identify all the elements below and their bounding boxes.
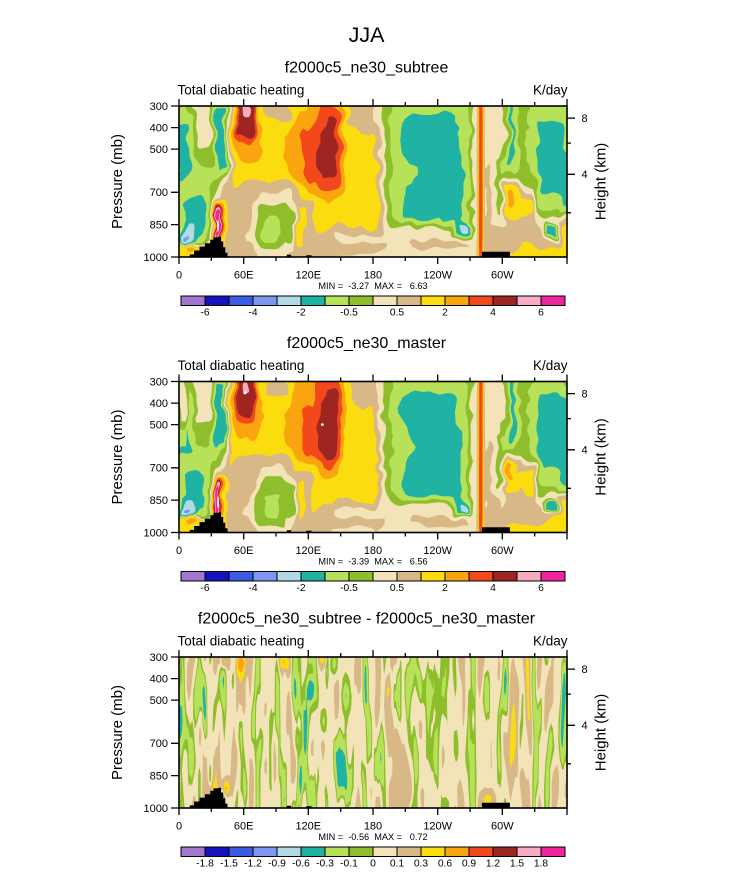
svg-text:0.5: 0.5 [390,308,405,319]
svg-text:-0.3: -0.3 [316,859,334,870]
svg-text:700: 700 [150,187,168,199]
svg-text:f2000c5_ne30_master: f2000c5_ne30_master [287,335,447,352]
svg-text:K/day: K/day [533,358,568,373]
svg-text:Height (km): Height (km) [593,418,610,496]
svg-text:-0.6: -0.6 [292,859,310,870]
svg-text:500: 500 [150,695,168,707]
svg-text:1000: 1000 [144,527,168,539]
svg-text:850: 850 [150,219,168,231]
svg-text:0.1: 0.1 [390,859,405,870]
svg-text:f2000c5_ne30_subtree: f2000c5_ne30_subtree [285,60,449,77]
svg-text:0.3: 0.3 [414,859,429,870]
svg-text:700: 700 [150,463,168,475]
svg-text:-4: -4 [248,308,257,319]
svg-text:120W: 120W [423,821,452,833]
svg-text:K/day: K/day [533,634,568,649]
svg-text:-1.2: -1.2 [244,859,262,870]
svg-text:0.6: 0.6 [438,859,453,870]
svg-text:f2000c5_ne30_subtree - f2000c5: f2000c5_ne30_subtree - f2000c5_ne30_mast… [198,611,536,628]
svg-text:-0.9: -0.9 [268,859,286,870]
svg-text:-2: -2 [296,583,305,594]
svg-text:2: 2 [442,583,448,594]
svg-text:120E: 120E [295,821,321,833]
svg-text:0: 0 [370,859,376,870]
svg-text:700: 700 [150,738,168,750]
svg-text:MIN = -3.27 MAX = 6.63: MIN = -3.27 MAX = 6.63 [318,281,427,291]
svg-text:6: 6 [538,308,544,319]
svg-text:2: 2 [442,308,448,319]
svg-text:MIN = -0.56 MAX = 0.72: MIN = -0.56 MAX = 0.72 [318,832,427,842]
svg-text:8: 8 [581,113,587,125]
svg-text:300: 300 [150,376,168,388]
svg-text:60W: 60W [491,270,514,282]
svg-text:-1.8: -1.8 [196,859,214,870]
svg-text:K/day: K/day [533,83,568,98]
svg-text:120W: 120W [423,545,452,557]
svg-text:MIN = -3.39 MAX = 6.56: MIN = -3.39 MAX = 6.56 [318,557,427,567]
svg-text:1.2: 1.2 [486,859,501,870]
svg-text:-4: -4 [248,583,257,594]
svg-text:Height (km): Height (km) [593,143,610,221]
svg-text:400: 400 [150,398,168,410]
svg-text:-1.5: -1.5 [220,859,238,870]
svg-text:500: 500 [150,144,168,156]
svg-text:Height (km): Height (km) [593,694,610,772]
svg-text:-0.1: -0.1 [340,859,358,870]
svg-text:60E: 60E [234,545,254,557]
svg-text:0: 0 [176,545,182,557]
svg-text:Pressure (mb): Pressure (mb) [109,409,126,504]
svg-text:4: 4 [490,583,496,594]
svg-text:Total diabatic heating: Total diabatic heating [178,634,305,649]
svg-text:4: 4 [581,169,587,181]
svg-text:-0.5: -0.5 [340,308,358,319]
svg-text:1000: 1000 [144,803,168,815]
svg-text:60W: 60W [491,545,514,557]
svg-text:4: 4 [581,720,587,732]
svg-text:4: 4 [581,445,587,457]
svg-text:Pressure (mb): Pressure (mb) [109,134,126,229]
svg-text:180: 180 [364,270,382,282]
svg-text:180: 180 [364,545,382,557]
svg-text:850: 850 [150,770,168,782]
svg-text:60E: 60E [234,270,254,282]
svg-text:0: 0 [176,270,182,282]
svg-text:180: 180 [364,821,382,833]
svg-text:-6: -6 [200,308,209,319]
svg-text:300: 300 [150,652,168,664]
svg-text:0.5: 0.5 [390,583,405,594]
svg-text:120E: 120E [295,270,321,282]
svg-text:0.9: 0.9 [462,859,477,870]
svg-text:0: 0 [176,821,182,833]
svg-text:8: 8 [581,388,587,400]
svg-text:8: 8 [581,664,587,676]
svg-text:60E: 60E [234,821,254,833]
svg-text:-6: -6 [200,583,209,594]
svg-text:400: 400 [150,122,168,134]
svg-text:6: 6 [538,583,544,594]
svg-text:500: 500 [150,419,168,431]
svg-text:850: 850 [150,495,168,507]
svg-text:-2: -2 [296,308,305,319]
svg-text:120W: 120W [423,270,452,282]
svg-text:1.8: 1.8 [534,859,549,870]
svg-text:Pressure (mb): Pressure (mb) [109,685,126,780]
svg-text:-0.5: -0.5 [340,583,358,594]
svg-text:400: 400 [150,673,168,685]
svg-text:300: 300 [150,101,168,113]
svg-text:Total diabatic heating: Total diabatic heating [178,358,305,373]
svg-text:4: 4 [490,308,496,319]
svg-text:JJA: JJA [349,23,386,47]
svg-text:1000: 1000 [144,252,168,264]
svg-text:120E: 120E [295,545,321,557]
svg-text:Total diabatic heating: Total diabatic heating [178,83,305,98]
svg-text:60W: 60W [491,821,514,833]
svg-text:1.5: 1.5 [510,859,525,870]
